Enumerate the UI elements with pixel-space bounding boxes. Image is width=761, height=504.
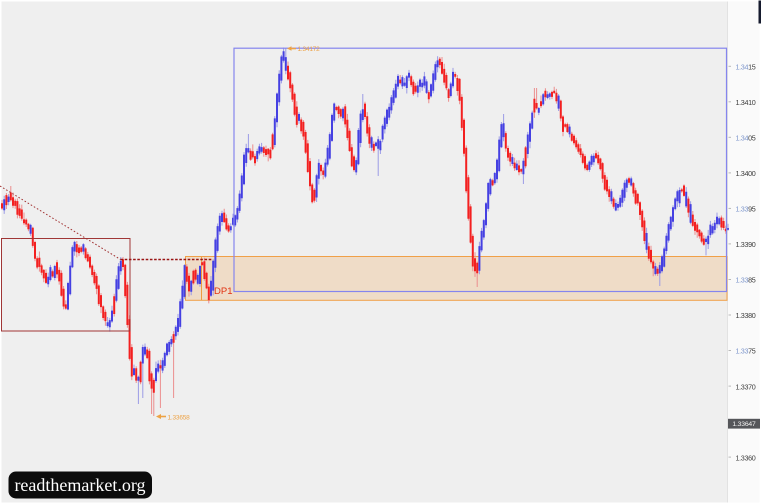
svg-text:1.3395: 1.3395	[736, 205, 756, 214]
svg-text:1.33658: 1.33658	[168, 414, 191, 421]
svg-text:1.3360: 1.3360	[736, 453, 756, 462]
svg-text:1.3410: 1.3410	[736, 98, 756, 107]
svg-text:1.3375: 1.3375	[736, 347, 756, 356]
svg-text:readthemarket.org: readthemarket.org	[14, 475, 145, 495]
svg-text:1.3405: 1.3405	[736, 134, 756, 143]
svg-text:1.3380: 1.3380	[736, 311, 756, 320]
svg-text:1.3400: 1.3400	[736, 169, 756, 178]
svg-text:1.3390: 1.3390	[736, 240, 756, 249]
svg-text:1.3415: 1.3415	[736, 63, 756, 72]
svg-text:DP1: DP1	[214, 286, 232, 297]
svg-text:1.34172: 1.34172	[298, 46, 321, 53]
svg-text:1.3370: 1.3370	[736, 382, 756, 391]
svg-text:1.33647: 1.33647	[732, 421, 756, 428]
svg-text:1.3385: 1.3385	[736, 276, 756, 285]
